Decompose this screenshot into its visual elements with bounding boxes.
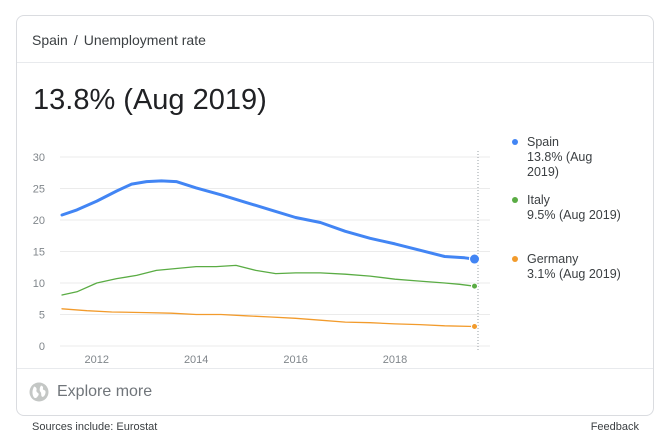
top-divider [17,62,653,63]
unemployment-card: Spain / Unemployment rate 13.8% (Aug 201… [16,15,654,416]
legend-dot-spain [512,139,518,145]
legend-item-germany[interactable]: Germany 3.1% (Aug 2019) [512,252,652,282]
unemployment-chart[interactable]: 0 5 10 15 20 25 30 2012 2014 2016 2018 [17,128,507,368]
legend-name-spain: Spain [527,135,559,149]
y-tick-label-15: 15 [33,247,45,259]
series-endpoint-germany [471,322,479,330]
legend-value-spain-cont: 2019) [527,165,559,179]
sources-note: Sources include: Eurostat [32,421,158,433]
x-tick-label-2014: 2014 [184,354,208,366]
legend-value-germany: 3.1% (Aug 2019) [527,267,621,281]
legend-name-italy: Italy [527,193,550,207]
legend-name-germany: Germany [527,252,579,266]
globe-icon [29,382,49,402]
y-tick-label-20: 20 [33,215,45,227]
series-line-spain [60,179,476,261]
headline-value: 13.8% (Aug 2019) [33,84,267,116]
breadcrumb: Spain / Unemployment rate [32,32,206,48]
y-tick-label-0: 0 [39,341,45,353]
series-endpoint-spain [469,253,481,265]
legend-item-spain[interactable]: Spain 13.8% (Aug 2019) [512,135,652,180]
breadcrumb-country[interactable]: Spain [32,32,68,48]
y-tick-label-25: 25 [33,184,45,196]
breadcrumb-separator: / [73,32,78,48]
series-endpoint-italy [471,282,479,290]
series-line-germany [61,308,476,328]
explore-more-label: Explore more [57,383,153,400]
series-line-italy [61,264,476,296]
bottom-divider [17,368,653,369]
x-tick-label-2018: 2018 [383,354,407,366]
legend-value-spain: 13.8% (Aug [527,150,593,164]
x-tick-label-2016: 2016 [283,354,307,366]
legend-dot-germany [512,256,518,262]
legend-value-italy: 9.5% (Aug 2019) [527,208,621,222]
breadcrumb-topic: Unemployment rate [83,32,206,48]
y-tick-label-30: 30 [33,152,45,164]
legend-dot-italy [512,197,518,203]
y-tick-label-10: 10 [33,278,45,290]
y-tick-label-5: 5 [39,310,45,322]
legend-item-italy[interactable]: Italy 9.5% (Aug 2019) [512,193,652,223]
x-tick-label-2012: 2012 [85,354,109,366]
explore-more-button[interactable]: Explore more [29,382,152,402]
feedback-link[interactable]: Feedback [590,421,639,433]
